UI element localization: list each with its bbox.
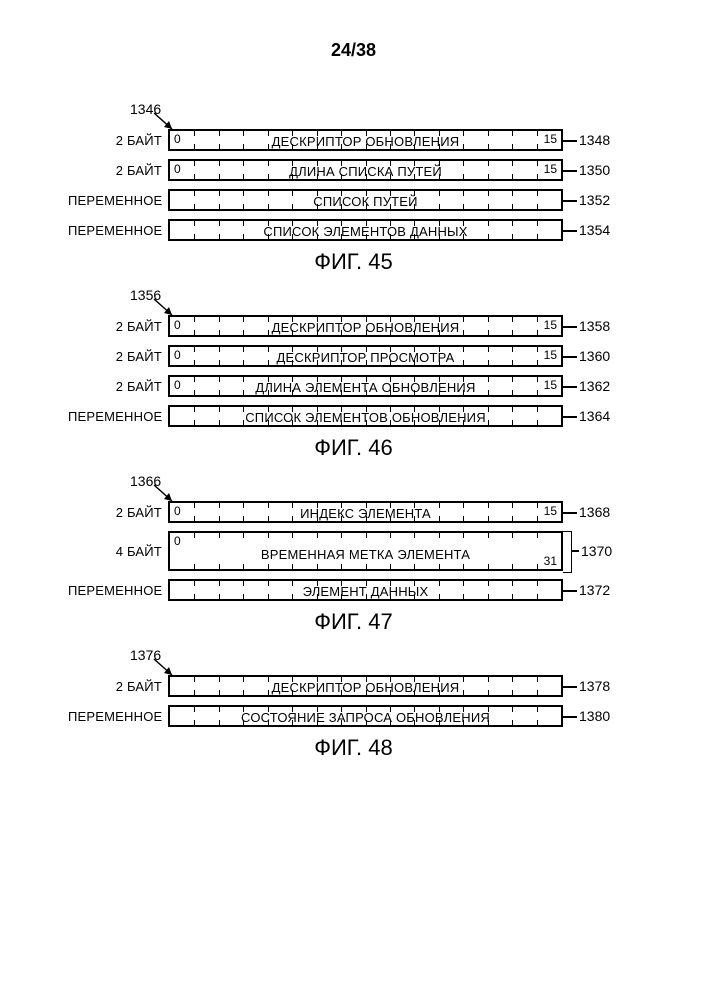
field-label: ДЕСКРИПТОР ОБНОВЛЕНИЯ [170,131,561,151]
field-box: ДЕСКРИПТОР ОБНОВЛЕНИЯ0 15 [168,129,563,151]
field-row: ПЕРЕМЕННОЕЭЛЕМЕНТ ДАННЫХ1372 [0,579,707,601]
size-label: 2 БАЙТ [68,379,168,394]
field-row: ПЕРЕМЕННОЕСПИСОК ПУТЕЙ1352 [0,189,707,211]
bit-start: 0 [174,348,181,362]
callout-arrow: 1356 [0,287,707,315]
figure-caption: ФИГ. 48 [0,735,707,761]
field-row: 2 БАЙТДЕСКРИПТОР ОБНОВЛЕНИЯ0151358 [0,315,707,337]
bit-end: 31 [544,554,557,568]
field-label: ДЕСКРИПТОР ПРОСМОТРА [170,347,561,367]
field-label: СПИСОК ЭЛЕМЕНТОВ ОБНОВЛЕНИЯ [170,407,561,427]
callout-arrow: 1376 [0,647,707,675]
figure-caption: ФИГ. 45 [0,249,707,275]
field-label: ДЛИНА СПИСКА ПУТЕЙ [170,161,561,181]
reference-number: 1370 [563,531,613,571]
field-label: СПИСОК ЭЛЕМЕНТОВ ДАННЫХ [170,221,561,241]
bit-start: 0 [174,504,181,518]
reference-number: 1372 [563,580,613,600]
field-row: 4 БАЙТВРЕМЕННАЯ МЕТКА ЭЛЕМЕНТА0 31 1370 [0,531,707,571]
reference-number: 1380 [563,706,613,726]
reference-number: 1378 [563,676,613,696]
field-label: ЭЛЕМЕНТ ДАННЫХ [170,581,561,601]
field-box: ДЕСКРИПТОР ОБНОВЛЕНИЯ [168,675,563,697]
size-label: 2 БАЙТ [68,163,168,178]
reference-number: 1362 [563,376,613,396]
field-box: СПИСОК ПУТЕЙ [168,189,563,211]
bit-start: 0 [174,318,181,332]
field-label: СОСТОЯНИЕ ЗАПРОСА ОБНОВЛЕНИЯ [170,707,561,727]
reference-number: 1350 [563,160,613,180]
size-label: 2 БАЙТ [68,349,168,364]
field-box: ИНДЕКС ЭЛЕМЕНТА0 15 [168,501,563,523]
reference-number: 1358 [563,316,613,336]
bit-start: 0 [174,132,181,146]
size-label: ПЕРЕМЕННОЕ [68,223,168,238]
callout-arrow: 1366 [0,473,707,501]
field-row: ПЕРЕМЕННОЕСПИСОК ЭЛЕМЕНТОВ ОБНОВЛЕНИЯ136… [0,405,707,427]
field-row: 2 БАЙТДЕСКРИПТОР ОБНОВЛЕНИЯ1378 [0,675,707,697]
field-box: ДЛИНА СПИСКА ПУТЕЙ0 15 [168,159,563,181]
field-box: ЭЛЕМЕНТ ДАННЫХ [168,579,563,601]
reference-number: 1354 [563,220,613,240]
field-box: ДЛИНА ЭЛЕМЕНТА ОБНОВЛЕНИЯ0 15 [168,375,563,397]
field-label: ВРЕМЕННАЯ МЕТКА ЭЛЕМЕНТА [170,544,561,564]
field-box: ДЕСКРИПТОР ПРОСМОТРА0 15 [168,345,563,367]
field-row: ПЕРЕМЕННОЕСПИСОК ЭЛЕМЕНТОВ ДАННЫХ1354 [0,219,707,241]
figure-group: 13562 БАЙТДЕСКРИПТОР ОБНОВЛЕНИЯ01513582 … [0,287,707,461]
size-label: ПЕРЕМЕННОЕ [68,583,168,598]
field-label: ДЕСКРИПТОР ОБНОВЛЕНИЯ [170,317,561,337]
field-box: СОСТОЯНИЕ ЗАПРОСА ОБНОВЛЕНИЯ [168,705,563,727]
field-label: СПИСОК ПУТЕЙ [170,191,561,211]
field-row: 2 БАЙТДЕСКРИПТОР ОБНОВЛЕНИЯ0151348 [0,129,707,151]
bit-start: 0 [174,534,181,548]
reference-number: 1352 [563,190,613,210]
figure-group: 13462 БАЙТДЕСКРИПТОР ОБНОВЛЕНИЯ01513482 … [0,101,707,275]
bit-end: 15 [544,318,557,332]
bit-end: 15 [544,378,557,392]
field-row: ПЕРЕМЕННОЕСОСТОЯНИЕ ЗАПРОСА ОБНОВЛЕНИЯ13… [0,705,707,727]
page-number: 24/38 [0,40,707,61]
callout-arrow: 1346 [0,101,707,129]
field-label: ДЛИНА ЭЛЕМЕНТА ОБНОВЛЕНИЯ [170,377,561,397]
bit-end: 15 [544,132,557,146]
field-box: ВРЕМЕННАЯ МЕТКА ЭЛЕМЕНТА0 31 [168,531,563,571]
reference-number: 1364 [563,406,613,426]
figure-group: 13662 БАЙТИНДЕКС ЭЛЕМЕНТА01513684 БАЙТВР… [0,473,707,635]
reference-number: 1368 [563,502,613,522]
reference-number: 1348 [563,130,613,150]
reference-number: 1360 [563,346,613,366]
size-label: ПЕРЕМЕННОЕ [68,709,168,724]
bit-start: 0 [174,378,181,392]
field-row: 2 БАЙТДЛИНА ЭЛЕМЕНТА ОБНОВЛЕНИЯ0 15 1362 [0,375,707,397]
figure-caption: ФИГ. 47 [0,609,707,635]
field-box: СПИСОК ЭЛЕМЕНТОВ ОБНОВЛЕНИЯ [168,405,563,427]
field-row: 2 БАЙТИНДЕКС ЭЛЕМЕНТА0151368 [0,501,707,523]
field-box: ДЕСКРИПТОР ОБНОВЛЕНИЯ0 15 [168,315,563,337]
bit-end: 15 [544,348,557,362]
figure-caption: ФИГ. 46 [0,435,707,461]
bit-end: 15 [544,504,557,518]
field-label: ДЕСКРИПТОР ОБНОВЛЕНИЯ [170,677,561,697]
figure-group: 13762 БАЙТДЕСКРИПТОР ОБНОВЛЕНИЯ1378 ПЕРЕМ… [0,647,707,761]
field-label: ИНДЕКС ЭЛЕМЕНТА [170,503,561,523]
size-label: ПЕРЕМЕННОЕ [68,409,168,424]
field-box: СПИСОК ЭЛЕМЕНТОВ ДАННЫХ [168,219,563,241]
page: 24/38 13462 БАЙТДЕСКРИПТОР ОБНОВЛЕНИЯ015… [0,0,707,1000]
field-row: 2 БАЙТДЛИНА СПИСКА ПУТЕЙ0 15 1350 [0,159,707,181]
size-label: ПЕРЕМЕННОЕ [68,193,168,208]
size-label: 4 БАЙТ [68,544,168,559]
bit-start: 0 [174,162,181,176]
field-row: 2 БАЙТДЕСКРИПТОР ПРОСМОТРА0 15 1360 [0,345,707,367]
bit-end: 15 [544,162,557,176]
